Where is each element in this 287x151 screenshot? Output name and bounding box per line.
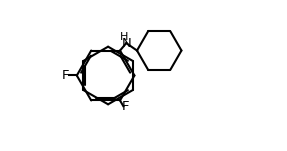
Text: F: F bbox=[62, 69, 69, 82]
Text: H: H bbox=[120, 32, 128, 42]
Text: N: N bbox=[121, 37, 131, 50]
Text: F: F bbox=[122, 100, 129, 114]
